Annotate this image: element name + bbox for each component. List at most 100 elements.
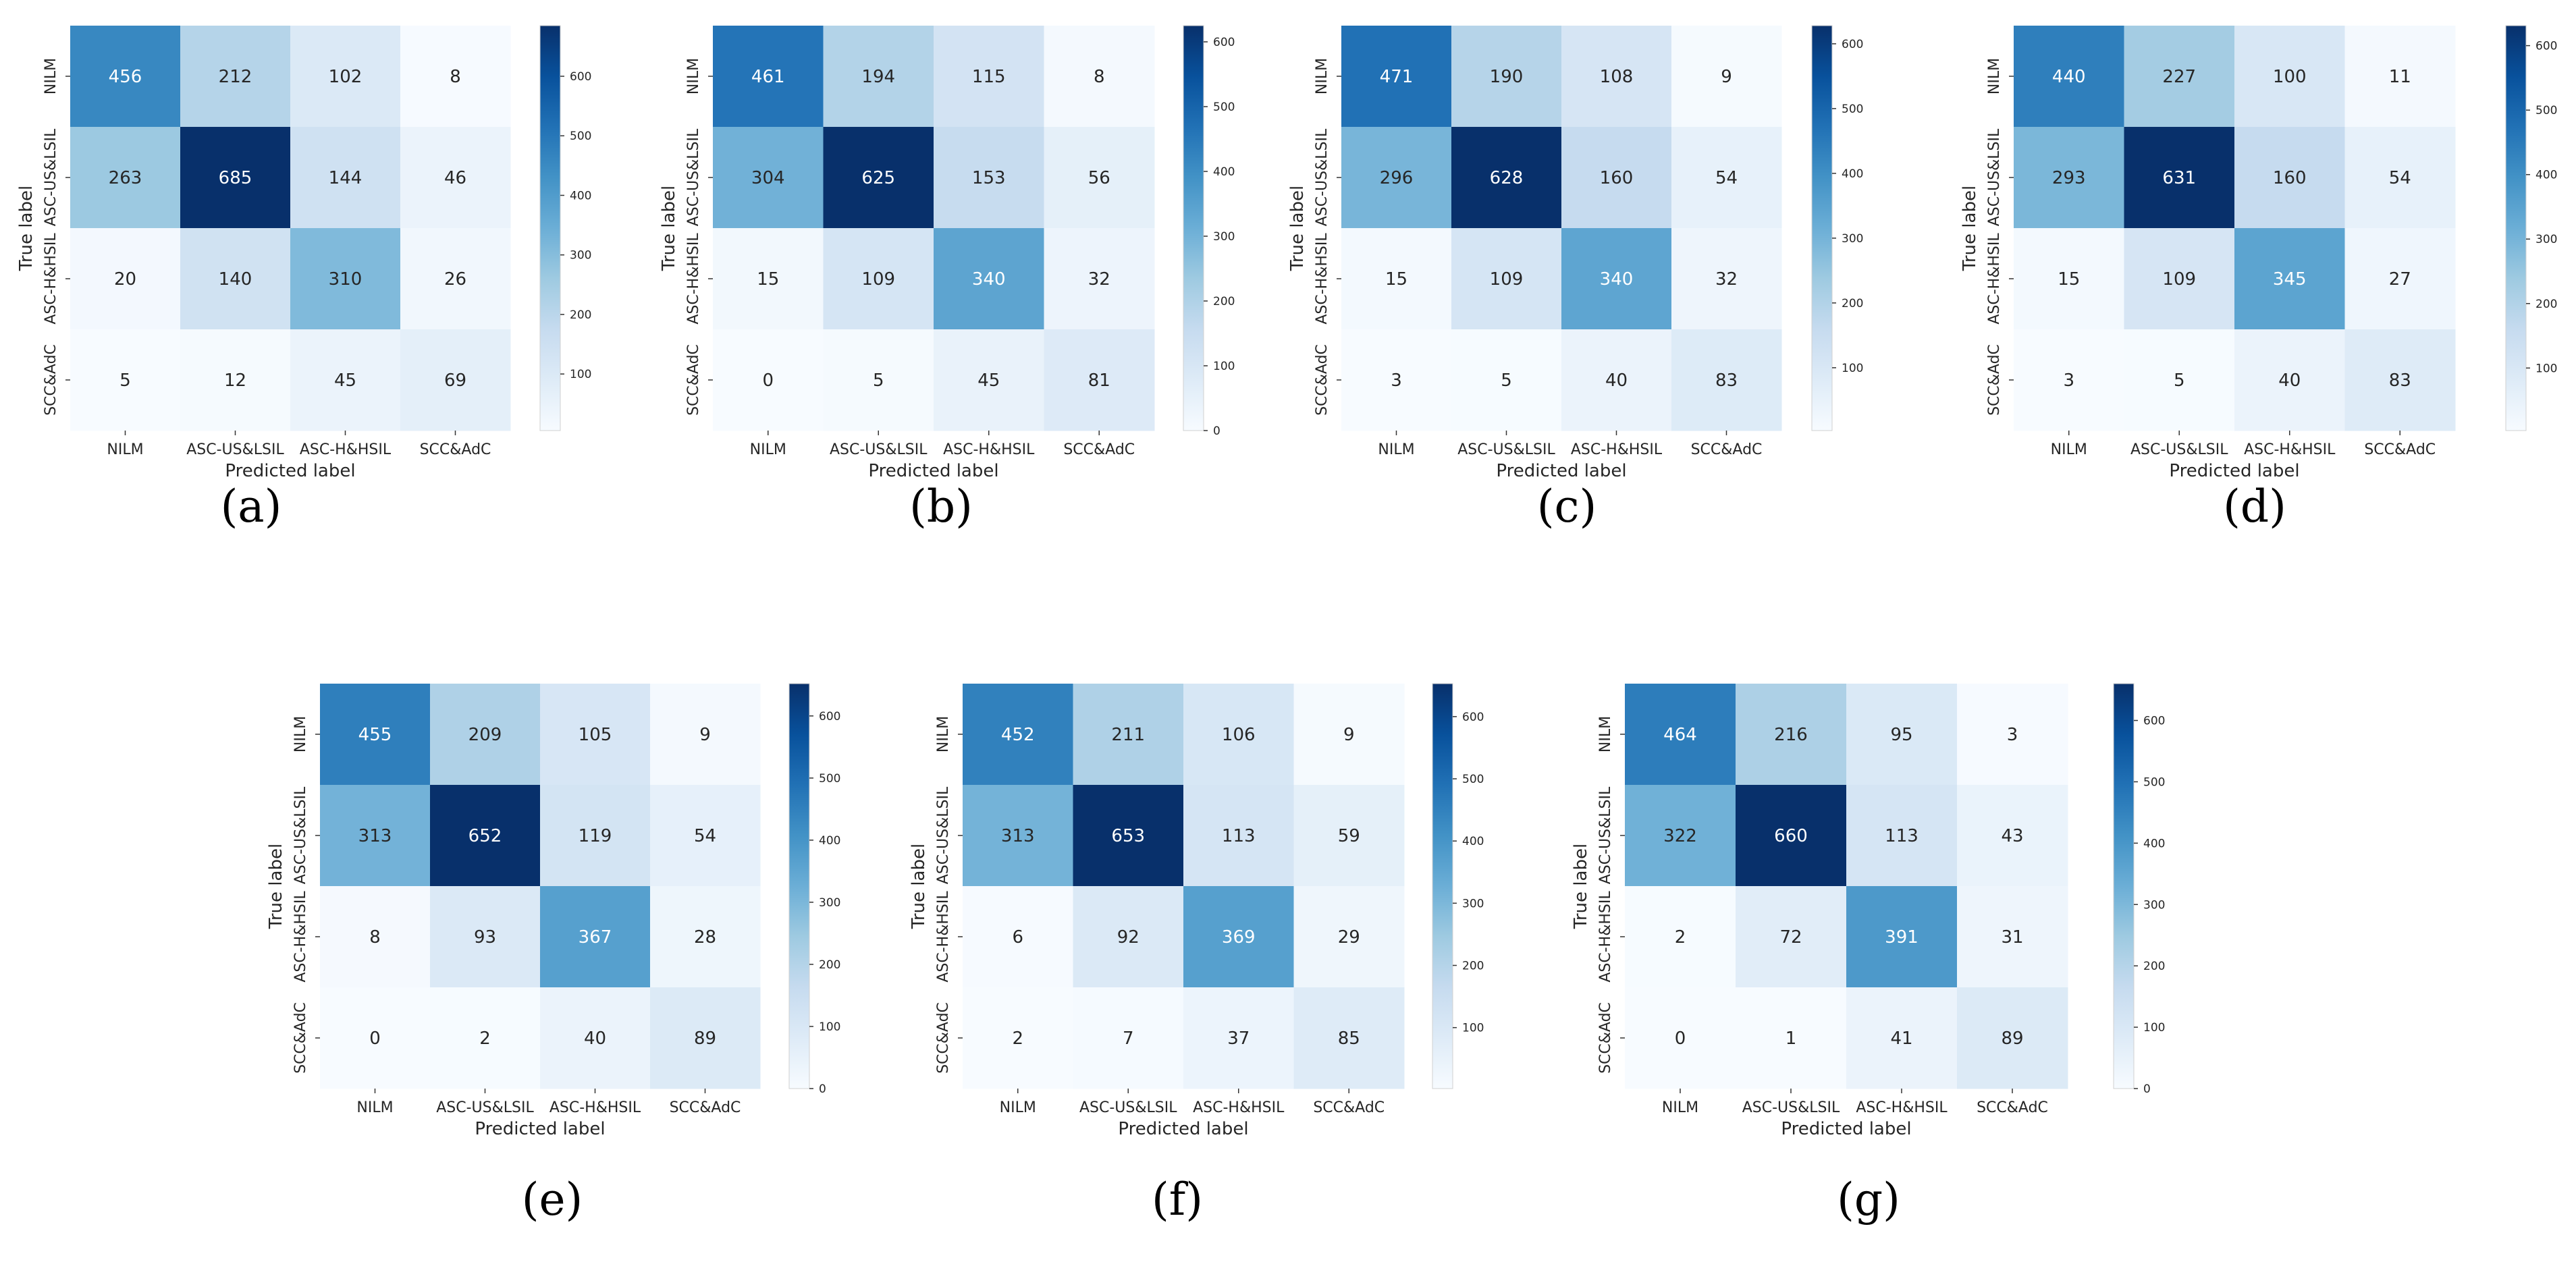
heatmap-cell [1073,684,1184,786]
panel-label: (f) [1152,1174,1203,1226]
colorbar-tick-label: 600 [819,710,840,723]
panel-label: (a) [221,481,282,532]
heatmap-cell [540,987,651,1089]
cell-value-label: 40 [1605,371,1628,391]
heatmap-cell [713,329,824,431]
colorbar-tick-label: 0 [819,1082,826,1096]
colorbar-tick-label: 0 [2143,1082,2151,1096]
heatmap-cell [2124,228,2235,330]
y-tick-label: ASC-US&LSIL [1314,128,1331,226]
colorbar-tick-label: 100 [2535,362,2557,375]
cell-value-label: 216 [1774,725,1808,745]
y-axis-title: True label [659,186,679,271]
x-tick-label: ASC-H&HSIL [1193,1099,1285,1116]
confusion-matrix-panel: 455 209 105 9 313 652 119 54 8 93 367 28 0 2 40 89 NILM A… [266,683,840,1226]
cell-value-label: 160 [1600,168,1634,188]
heatmap-cell [1073,886,1184,988]
cell-value-label: 452 [1001,725,1035,745]
y-tick-label: SCC&AdC [1314,344,1331,416]
heatmap-cell [934,127,1044,229]
colorbar-tick-label: 300 [1213,230,1235,244]
cell-value-label: 109 [861,269,895,290]
colorbar-tick-label: 600 [570,70,591,84]
heatmap-cell [1293,886,1405,988]
heatmap-cell [2124,127,2235,229]
heatmap-cell [1736,684,1847,786]
heatmap-cell [1183,886,1294,988]
cell-value-label: 461 [751,67,785,87]
cell-value-label: 471 [1380,67,1414,87]
x-tick-label: SCC&AdC [670,1099,741,1116]
heatmap-cell [1957,886,2068,988]
cell-value-label: 9 [1343,725,1355,745]
y-tick-label: SCC&AdC [292,1002,309,1074]
cell-value-label: 54 [2389,168,2411,188]
colorbar [2505,25,2527,431]
cell-value-label: 0 [762,371,774,391]
x-tick-label: ASC-H&HSIL [2244,441,2336,458]
x-tick-label: SCC&AdC [420,441,491,458]
heatmap-cell [1183,785,1294,887]
cell-value-label: 2 [1675,927,1686,948]
cell-value-label: 322 [1663,826,1697,846]
heatmap-cell [963,886,1073,988]
x-tick-label: NILM [2051,441,2087,458]
heatmap-cell [1957,987,2068,1089]
heatmap-cell [320,886,431,988]
y-tick-label: ASC-US&LSIL [935,786,952,884]
colorbar-tick-label: 500 [1213,101,1235,114]
cell-value-label: 113 [1885,826,1918,846]
colorbar-tick-label: 600 [1842,38,1863,51]
heatmap-cell [2234,127,2345,229]
cell-value-label: 72 [1779,927,1802,948]
heatmap-cell [823,127,934,229]
heatmap-cell [650,886,761,988]
y-axis-title: True label [1571,844,1591,929]
colorbar-tick-label: 300 [2143,898,2165,912]
x-tick-label: ASC-H&HSIL [1571,441,1663,458]
cell-value-label: 15 [1385,269,1407,290]
heatmap-cell [1625,785,1736,887]
heatmap-cell [180,329,291,431]
panel-label: (g) [1837,1174,1900,1226]
x-tick-label: ASC-US&LSIL [1457,441,1555,458]
y-tick-label: SCC&AdC [685,344,702,416]
heatmap-cell [400,26,511,128]
heatmap-cell [1846,987,1958,1089]
heatmap-cell [70,127,181,229]
y-tick-label: ASC-H&HSIL [1986,233,2003,325]
heatmap-cell [1451,228,1562,330]
heatmap-cell [1846,886,1958,988]
heatmap-cell [400,329,511,431]
heatmap-cell [180,127,291,229]
cell-value-label: 293 [2052,168,2086,188]
cell-value-label: 27 [2389,269,2411,290]
y-tick-label: SCC&AdC [43,344,59,416]
cell-value-label: 5 [1501,371,1512,391]
y-axis-title: True label [1960,186,1980,271]
cell-value-label: 109 [1490,269,1524,290]
cell-value-label: 109 [2162,269,2196,290]
y-tick-label: SCC&AdC [935,1002,952,1074]
y-tick-label: ASC-H&HSIL [1597,891,1614,983]
cell-value-label: 631 [2162,168,2196,188]
y-tick-label: NILM [292,716,309,752]
cell-value-label: 263 [109,168,142,188]
cell-value-label: 369 [1222,927,1256,948]
cell-value-label: 1 [1786,1028,1797,1049]
cell-value-label: 440 [2052,67,2086,87]
confusion-matrix-panel: 456 212 102 8 263 685 144 46 20 140 310 26 5 12 45 69 NI… [16,25,591,532]
cell-value-label: 32 [1715,269,1738,290]
cell-value-label: 83 [2389,371,2411,391]
x-axis-title: Predicted label [868,461,998,481]
heatmap-cell [823,228,934,330]
heatmap-cell [2234,26,2345,128]
cell-value-label: 310 [329,269,363,290]
cell-value-label: 625 [861,168,895,188]
colorbar-tick-label: 200 [2535,298,2557,311]
confusion-matrix-panel: 471 190 108 9 296 628 160 54 15 109 340 32 3 5 40 83 NIL… [1287,25,1863,532]
cell-value-label: 2 [1012,1028,1023,1049]
heatmap-cell [1293,785,1405,887]
cell-value-label: 106 [1222,725,1256,745]
x-axis-title: Predicted label [2169,461,2299,481]
